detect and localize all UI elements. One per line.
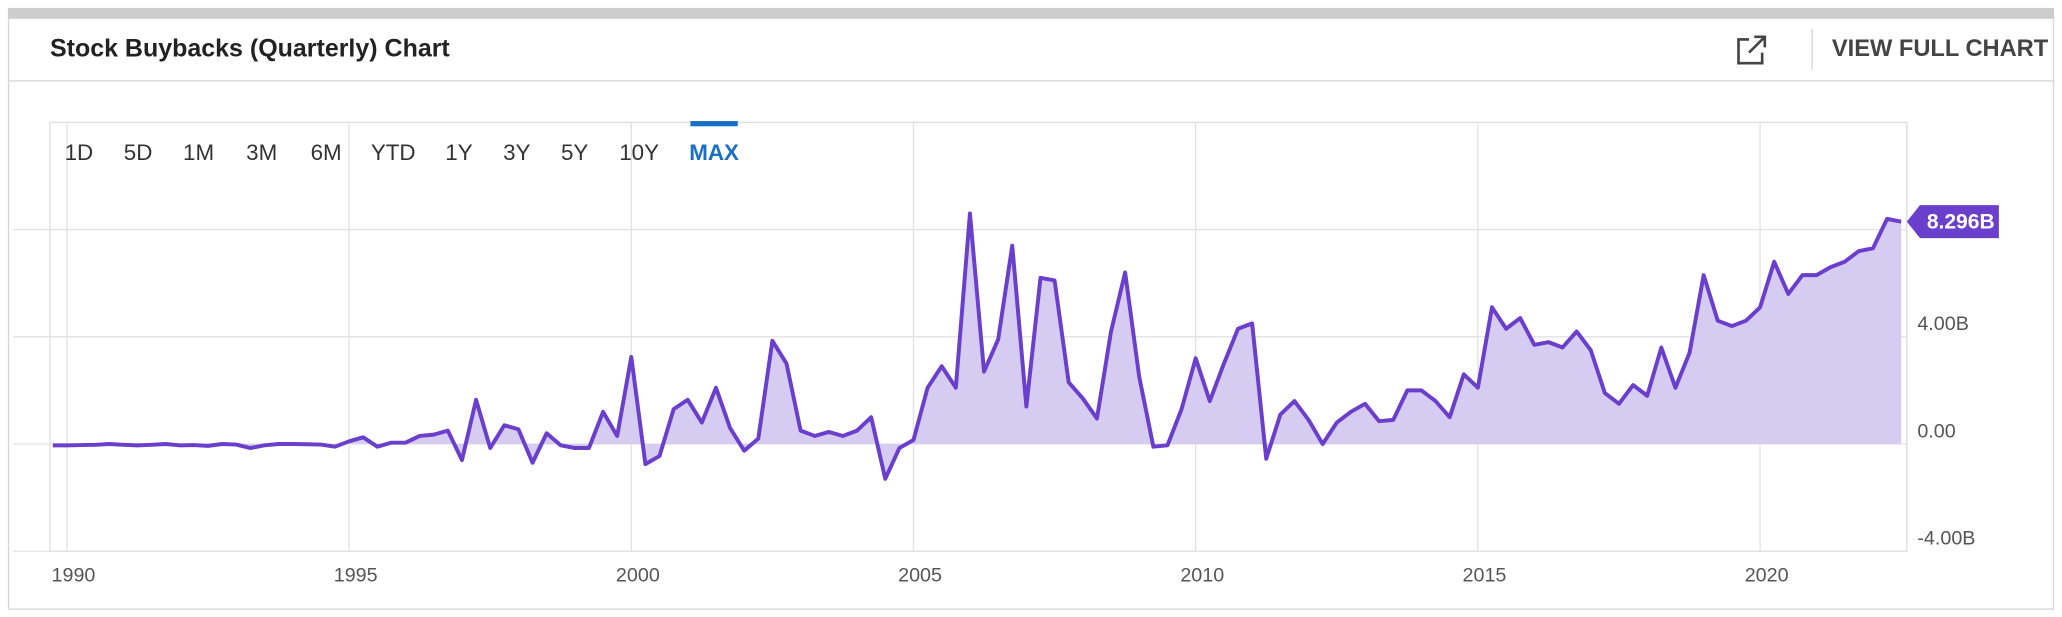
range-button[interactable]: 10Y xyxy=(619,140,659,165)
panel-border xyxy=(7,17,2055,610)
range-button[interactable]: 3Y xyxy=(503,140,530,165)
range-buttons: 1D 5D 1M 3M 6M YTD 1Y 3Y 5Y 10Y MAX xyxy=(65,121,739,165)
range-button[interactable]: YTD xyxy=(371,140,416,165)
range-button[interactable]: 1D xyxy=(65,140,94,165)
range-button[interactable]: 5D xyxy=(124,140,153,165)
top-bar xyxy=(7,7,2055,19)
icon-frame xyxy=(1737,38,1764,65)
icon-arrow xyxy=(1748,35,1767,54)
y-tick-label: 0.00 xyxy=(1917,420,1955,442)
end-value-badge xyxy=(1906,205,1999,239)
range-button[interactable]: MAX xyxy=(689,140,739,165)
x-tick-label: 2010 xyxy=(1180,564,1224,586)
range-button[interactable]: 6M xyxy=(311,140,342,165)
open-icon[interactable] xyxy=(1737,35,1767,65)
x-tick-label: 2020 xyxy=(1745,564,1789,586)
series-line xyxy=(52,211,1902,481)
x-tick-label: 1995 xyxy=(334,564,378,586)
end-value-label: 8.296B xyxy=(1927,211,1995,234)
x-tick-label: 2005 xyxy=(898,564,942,586)
range-button[interactable]: 1Y xyxy=(445,140,472,165)
x-tick-label: 1990 xyxy=(52,564,96,586)
range-button[interactable]: 3M xyxy=(246,140,277,165)
x-tick-label: 2000 xyxy=(616,564,660,586)
range-button[interactable]: 5Y xyxy=(561,140,588,165)
panel-title: Stock Buybacks (Quarterly) Chart xyxy=(50,35,450,63)
view-full-chart-link[interactable]: VIEW FULL CHART xyxy=(1832,36,2049,62)
range-button[interactable]: 1M xyxy=(183,140,214,165)
x-tick-label: 2015 xyxy=(1463,564,1507,586)
y-tick-label: 4.00B xyxy=(1917,313,1969,335)
active-range-indicator xyxy=(690,121,738,127)
area-fill xyxy=(52,213,1902,479)
plot-area: 1990 1995 2000 2005 2010 2015 2020 -4.00B 0.00 4.… xyxy=(13,121,1999,586)
y-tick-label: -4.00B xyxy=(1917,528,1975,550)
